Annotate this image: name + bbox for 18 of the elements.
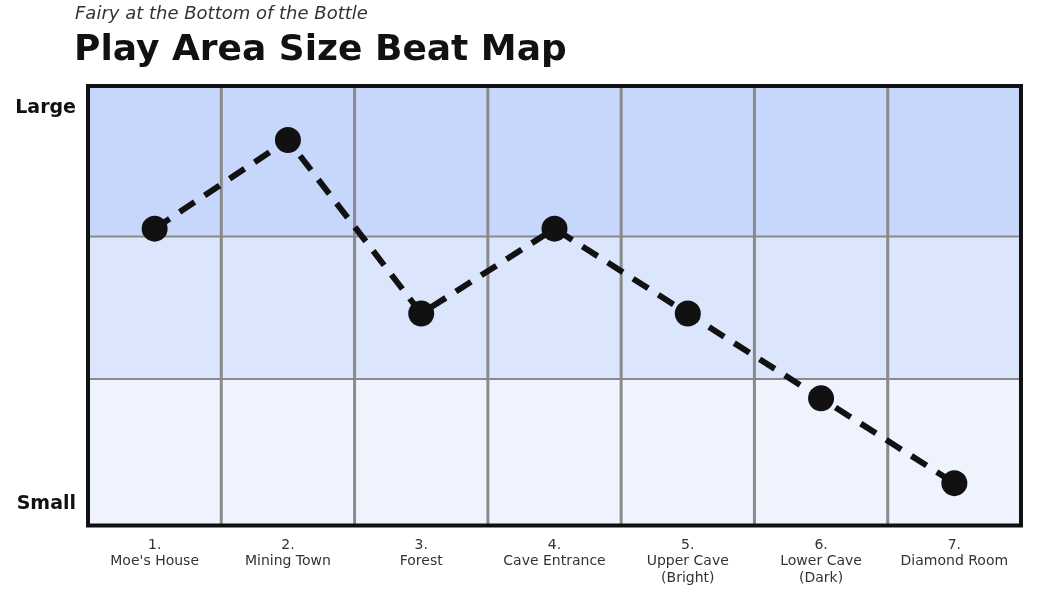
point xyxy=(141,215,168,242)
x-tick-label: 5. Upper Cave (Bright) xyxy=(646,535,729,586)
point xyxy=(274,126,301,153)
x-tick-label: 2. Mining Town xyxy=(244,535,331,569)
point xyxy=(808,385,835,412)
text: Large xyxy=(15,94,76,117)
point xyxy=(408,300,435,327)
point xyxy=(674,300,701,327)
x-tick-label: 4. Cave Entrance xyxy=(503,535,606,569)
x-tick-label: 6. Lower Cave (Dark) xyxy=(780,535,862,586)
point xyxy=(941,470,968,497)
x-tick-label: 3. Forest xyxy=(399,535,444,569)
point xyxy=(541,215,568,242)
chart-subtitle: Fairy at the Bottom of the Bottle xyxy=(75,1,369,25)
x-tick-label: 7. Diamond Room xyxy=(900,535,1009,569)
text: Small xyxy=(16,490,76,513)
x-tick-label: 1. Moe's House xyxy=(110,535,200,569)
chart-title: Play Area Size Beat Map xyxy=(74,26,568,70)
